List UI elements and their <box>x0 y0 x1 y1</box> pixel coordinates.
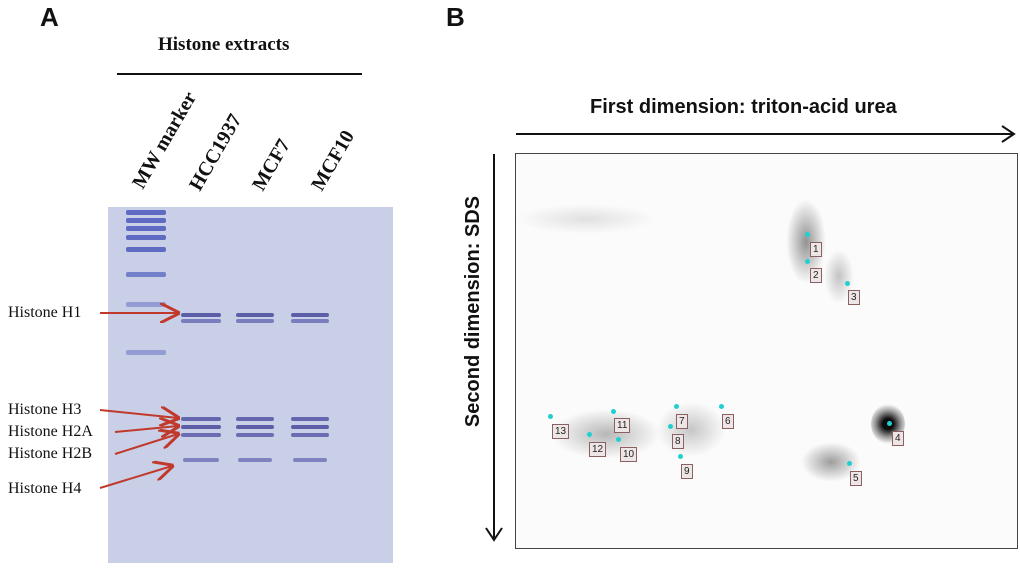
band-h3 <box>181 417 221 421</box>
label-histone-h3: Histone H3 <box>8 401 82 418</box>
arrow-h2a <box>114 426 178 432</box>
marker-band <box>126 272 166 277</box>
spot-label-11: 11 <box>614 418 631 433</box>
band-h4 <box>293 458 327 462</box>
marker-dot <box>887 421 892 426</box>
band-h4 <box>183 458 219 462</box>
band-h1-mcf10 <box>291 319 329 323</box>
spot-label-8: 8 <box>672 434 684 449</box>
streak <box>516 204 656 234</box>
panel-b-letter: B <box>446 2 465 32</box>
marker-dot <box>845 281 850 286</box>
label-histone-h2b: Histone H2B <box>8 445 92 462</box>
marker-dot <box>668 424 673 429</box>
band-h3 <box>291 417 329 421</box>
band-h2a <box>236 425 274 429</box>
band-h2b <box>236 433 274 437</box>
marker-dot <box>587 432 592 437</box>
arrow-h3 <box>99 410 178 418</box>
spot-label-5: 5 <box>850 471 862 486</box>
marker-band <box>126 350 166 355</box>
arrow-h4 <box>99 466 172 489</box>
band-h2b <box>181 433 221 437</box>
y-axis-arrow <box>485 154 503 542</box>
spot-label-10: 10 <box>620 447 638 462</box>
marker-band <box>126 302 166 307</box>
band-h3 <box>236 417 274 421</box>
marker-band <box>126 235 166 240</box>
marker-band <box>126 218 166 223</box>
band-h4 <box>238 458 272 462</box>
band-h1-mcf7 <box>236 319 274 323</box>
marker-dot <box>805 259 810 264</box>
arrow-h2b <box>114 434 178 455</box>
x-axis-arrow <box>516 125 1016 143</box>
label-histone-h1: Histone H1 <box>8 304 82 321</box>
marker-dot <box>805 232 810 237</box>
label-histone-h4: Histone H4 <box>8 480 82 497</box>
histone-arrows <box>99 0 420 489</box>
panel-a-letter: A <box>40 2 59 32</box>
spot-label-3: 3 <box>848 290 860 305</box>
band-h2a <box>291 425 329 429</box>
spot-label-13: 13 <box>552 424 570 439</box>
band-h1-hcc1937 <box>181 319 221 323</box>
gel-title: Histone extracts <box>158 34 290 55</box>
spot-label-4: 4 <box>892 431 904 446</box>
sds-page-gel <box>108 207 393 563</box>
marker-band <box>126 210 166 215</box>
marker-dot <box>719 404 724 409</box>
band-h2a <box>181 425 221 429</box>
marker-dot <box>611 409 616 414</box>
band-h1-hcc1937 <box>181 313 221 317</box>
spot-cluster-mid <box>656 402 726 457</box>
marker-band <box>126 226 166 231</box>
spot-label-2: 2 <box>810 268 822 283</box>
x-axis-title: First dimension: triton-acid urea <box>590 96 897 118</box>
marker-dot <box>616 437 621 442</box>
band-h2b <box>291 433 329 437</box>
spot-label-12: 12 <box>589 442 607 457</box>
2d-gel-image: 1 2 3 4 5 6 7 8 9 10 11 12 13 <box>515 153 1018 549</box>
spot-label-7: 7 <box>676 414 688 429</box>
label-histone-h2a: Histone H2A <box>8 423 93 440</box>
marker-dot <box>674 404 679 409</box>
marker-band <box>126 247 166 252</box>
marker-dot <box>548 414 553 419</box>
title-underline <box>117 73 362 75</box>
spot-label-1: 1 <box>810 242 822 257</box>
spot-label-9: 9 <box>681 464 693 479</box>
spot-label-6: 6 <box>722 414 734 429</box>
band-h1-mcf7 <box>236 313 274 317</box>
band-h1-mcf10 <box>291 313 329 317</box>
marker-dot <box>678 454 683 459</box>
marker-dot <box>847 461 852 466</box>
